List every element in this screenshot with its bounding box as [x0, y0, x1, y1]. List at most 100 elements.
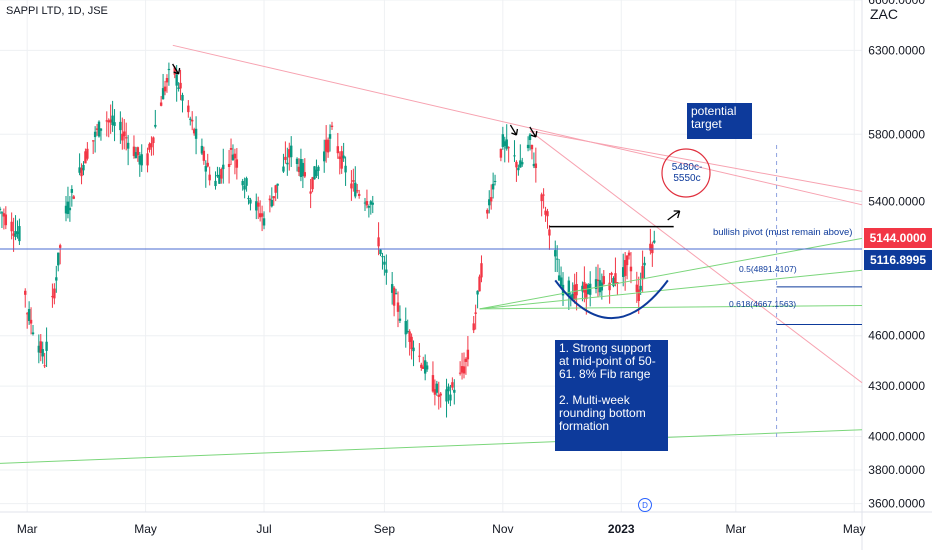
candle: [132, 146, 136, 156]
candle: [493, 180, 497, 182]
candle: [249, 199, 252, 204]
candle: [379, 249, 382, 255]
dividend-event-badge[interactable]: D: [638, 498, 652, 512]
candle: [93, 131, 97, 138]
candle: [385, 269, 388, 273]
candle: [159, 102, 163, 106]
candle: [10, 221, 13, 232]
candle: [161, 88, 165, 100]
candle: [460, 366, 464, 373]
candle: [474, 312, 477, 314]
candle: [410, 336, 413, 350]
candle: [532, 163, 536, 167]
candle: [68, 207, 72, 211]
candle: [286, 162, 289, 165]
candle: [288, 149, 291, 158]
candle: [270, 199, 274, 207]
candle: [18, 226, 21, 242]
candle: [31, 332, 35, 335]
candle: [78, 167, 81, 173]
candle: [588, 283, 592, 295]
resistance-trendline: [172, 44, 863, 206]
y-tick-label: 3800.0000: [868, 463, 925, 477]
candle: [204, 166, 207, 172]
candle: [121, 133, 124, 141]
x-tick-label: Jul: [256, 522, 271, 536]
candle: [398, 318, 402, 321]
target-circle: [661, 148, 711, 198]
candle: [569, 295, 572, 298]
candle: [534, 163, 538, 169]
candle: [12, 233, 15, 236]
x-tick-label: Nov: [492, 522, 513, 536]
candle: [491, 183, 495, 190]
candle: [154, 124, 157, 127]
candle: [394, 293, 398, 295]
candle: [123, 131, 126, 137]
candle: [187, 105, 190, 113]
candle: [352, 180, 355, 182]
candle: [587, 284, 590, 295]
candle: [227, 163, 231, 167]
candle: [635, 284, 638, 292]
candle: [247, 197, 250, 200]
candle: [585, 283, 588, 300]
candle: [315, 169, 318, 176]
descending-trendline: [529, 130, 863, 384]
candle: [258, 213, 262, 218]
y-tick-label: 4600.0000: [868, 329, 925, 343]
candle: [602, 276, 605, 284]
candle: [643, 262, 646, 266]
candle: [478, 276, 481, 292]
candle: [206, 162, 209, 167]
candle: [540, 194, 543, 202]
candle: [24, 290, 27, 295]
candle: [233, 153, 237, 159]
candle: [567, 280, 571, 295]
candle: [165, 77, 169, 83]
candle: [202, 150, 206, 161]
candle: [313, 166, 316, 180]
resistance-trendline-2: [529, 130, 863, 192]
symbol-title: SAPPI LTD, 1D, JSE: [6, 5, 108, 17]
candle: [499, 148, 503, 158]
candle: [625, 255, 629, 266]
candle: [431, 375, 435, 392]
breakout-arrow: [667, 210, 681, 221]
candle: [542, 194, 545, 196]
x-tick-label: Sep: [374, 522, 396, 536]
candle: [150, 142, 153, 148]
y-tick-label: 6600.0000: [868, 0, 925, 7]
candle: [58, 245, 62, 248]
candle: [95, 128, 99, 130]
y-tick-label: 3600.0000: [868, 497, 925, 511]
candle: [390, 284, 394, 293]
candle: [338, 156, 341, 160]
candle: [124, 137, 128, 139]
candle: [623, 260, 627, 276]
candle: [0, 212, 4, 214]
candle: [513, 155, 516, 157]
candle: [134, 152, 138, 159]
candle: [276, 183, 279, 186]
candle: [453, 389, 456, 393]
candle: [555, 258, 559, 260]
support-trendline-2: [479, 269, 863, 310]
candle: [439, 393, 442, 396]
candle: [344, 165, 347, 173]
candle: [105, 120, 108, 122]
candle: [284, 156, 287, 160]
candle: [357, 193, 361, 196]
candle: [435, 383, 439, 393]
x-tick-label: 2023: [608, 522, 635, 536]
candle: [422, 366, 425, 369]
candle: [528, 134, 532, 141]
candle: [268, 198, 272, 201]
candle: [342, 155, 345, 159]
candle: [64, 205, 68, 214]
candle: [330, 125, 334, 128]
candle: [515, 161, 518, 168]
candle: [480, 263, 483, 278]
